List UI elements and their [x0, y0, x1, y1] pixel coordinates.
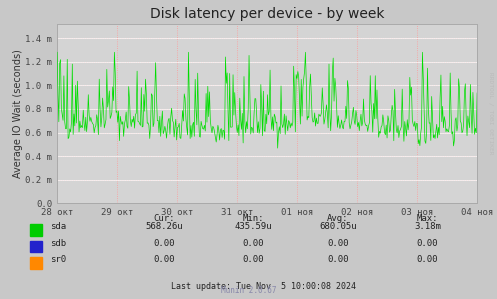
Text: RRDTOOL / TOBI OETIKER: RRDTOOL / TOBI OETIKER	[488, 72, 493, 155]
Text: 0.00: 0.00	[327, 239, 349, 248]
Text: Min:: Min:	[243, 214, 264, 223]
Text: sdb: sdb	[50, 239, 66, 248]
Text: 0.00: 0.00	[153, 239, 175, 248]
Text: Last update: Tue Nov  5 10:00:08 2024: Last update: Tue Nov 5 10:00:08 2024	[171, 282, 356, 291]
Y-axis label: Average IO Wait (seconds): Average IO Wait (seconds)	[12, 49, 23, 178]
Text: 0.00: 0.00	[416, 239, 438, 248]
Text: Avg:: Avg:	[327, 214, 349, 223]
Text: Munin 2.0.67: Munin 2.0.67	[221, 286, 276, 295]
Text: 568.26u: 568.26u	[145, 222, 183, 231]
Text: 3.18m: 3.18m	[414, 222, 441, 231]
Text: 0.00: 0.00	[243, 239, 264, 248]
Text: 435.59u: 435.59u	[235, 222, 272, 231]
Text: 0.00: 0.00	[327, 255, 349, 264]
Text: Max:: Max:	[416, 214, 438, 223]
Text: 0.00: 0.00	[416, 255, 438, 264]
Text: Cur:: Cur:	[153, 214, 175, 223]
Text: 0.00: 0.00	[153, 255, 175, 264]
Text: 680.05u: 680.05u	[319, 222, 357, 231]
Text: sr0: sr0	[50, 255, 66, 264]
Text: 0.00: 0.00	[243, 255, 264, 264]
Text: sda: sda	[50, 222, 66, 231]
Title: Disk latency per device - by week: Disk latency per device - by week	[150, 7, 384, 21]
